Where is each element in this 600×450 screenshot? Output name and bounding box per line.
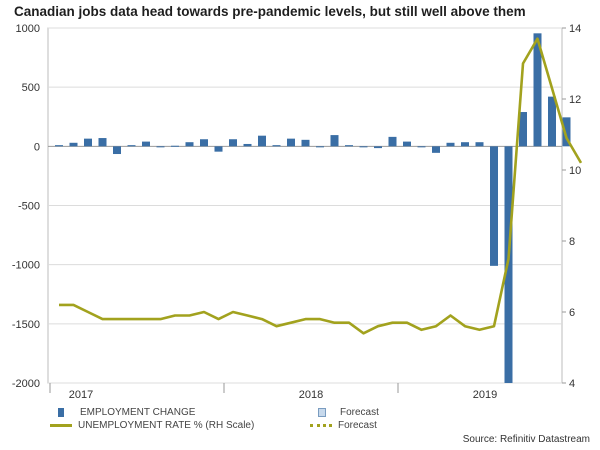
- employment-change-bar: [475, 142, 484, 147]
- left-axis-tick-label: -2000: [12, 378, 40, 390]
- right-axis-tick-label: 4: [569, 378, 575, 390]
- employment-change-bar: [272, 145, 281, 147]
- employment-change-bar: [214, 146, 223, 152]
- employment-change-bar: [301, 139, 310, 147]
- chart-title: Canadian jobs data head towards pre-pand…: [14, 4, 526, 19]
- right-axis-tick-label: 6: [569, 307, 575, 319]
- employment-change-bar: [519, 112, 527, 147]
- employment-change-bar: [142, 141, 150, 147]
- employment-change-bar: [548, 96, 556, 147]
- right-axis-tick-label: 14: [569, 23, 581, 35]
- employment-change-bar: [55, 145, 63, 147]
- left-axis-tick-label: -500: [18, 201, 40, 213]
- employment-change-bar: [533, 33, 542, 147]
- legend-line-forecast: Forecast: [310, 420, 377, 431]
- employment-change-bar: [388, 136, 397, 147]
- legend-unemployment-rate: UNEMPLOYMENT RATE % (RH Scale): [50, 420, 254, 431]
- right-axis-tick-label: 12: [569, 94, 581, 106]
- employment-change-bar: [345, 145, 353, 147]
- employment-change-bar: [185, 142, 194, 147]
- left-axis-tick-label: -1000: [12, 260, 40, 272]
- left-axis-tick-label: 1000: [16, 23, 40, 35]
- employment-change-bar: [446, 142, 455, 147]
- employment-change-bar: [287, 138, 295, 147]
- employment-change-bar: [359, 146, 368, 148]
- employment-change-bar: [316, 146, 324, 148]
- x-axis-year-label: 2017: [69, 389, 93, 401]
- employment-change-bar: [243, 143, 252, 147]
- source-note: Source: Refinitiv Datastream: [462, 434, 590, 445]
- employment-change-bar: [258, 135, 266, 147]
- x-axis-year-label: 2019: [473, 389, 497, 401]
- x-axis-year-label: 2018: [299, 389, 323, 401]
- legend-bar-swatch: [58, 408, 64, 417]
- legend-bar-forecast: Forecast: [318, 407, 379, 418]
- left-axis-tick-label: 500: [22, 82, 40, 94]
- employment-change-bar: [490, 146, 498, 266]
- employment-change-bar: [417, 146, 426, 148]
- legend-employment-change-label: EMPLOYMENT CHANGE: [80, 407, 196, 418]
- left-axis-tick-label: 0: [34, 141, 40, 153]
- legend-unemployment-rate-label: UNEMPLOYMENT RATE % (RH Scale): [78, 420, 255, 431]
- employment-change-bar: [330, 135, 339, 147]
- employment-change-bar: [403, 141, 411, 147]
- employment-change-bar: [374, 146, 382, 149]
- employment-change-bar: [229, 139, 237, 147]
- right-axis-tick-label: 10: [569, 165, 581, 177]
- employment-change-bar: [98, 138, 107, 147]
- unemployment-rate-line: [59, 37, 583, 335]
- employment-change-bar: [461, 142, 469, 147]
- left-axis-tick-label: -1500: [12, 319, 40, 331]
- employment-change-bar: [69, 142, 78, 147]
- legend-employment-change: EMPLOYMENT CHANGE: [50, 407, 195, 418]
- employment-change-bar: [200, 139, 208, 147]
- employment-change-bar: [84, 138, 92, 147]
- employment-change-bar: [432, 146, 440, 153]
- employment-change-bar: [127, 145, 136, 147]
- legend-line-forecast-label: Forecast: [338, 420, 377, 431]
- legend-bar-forecast-label: Forecast: [340, 407, 379, 418]
- employment-change-bar: [113, 146, 121, 155]
- legend-forecast-line-swatch: [310, 424, 332, 427]
- legend-line-swatch: [50, 424, 72, 427]
- employment-change-bar: [171, 145, 179, 147]
- employment-change-bar: [156, 146, 165, 148]
- legend-forecast-bar-swatch: [318, 408, 326, 417]
- right-axis-tick-label: 8: [569, 236, 575, 248]
- employment-change-bar: [562, 117, 571, 147]
